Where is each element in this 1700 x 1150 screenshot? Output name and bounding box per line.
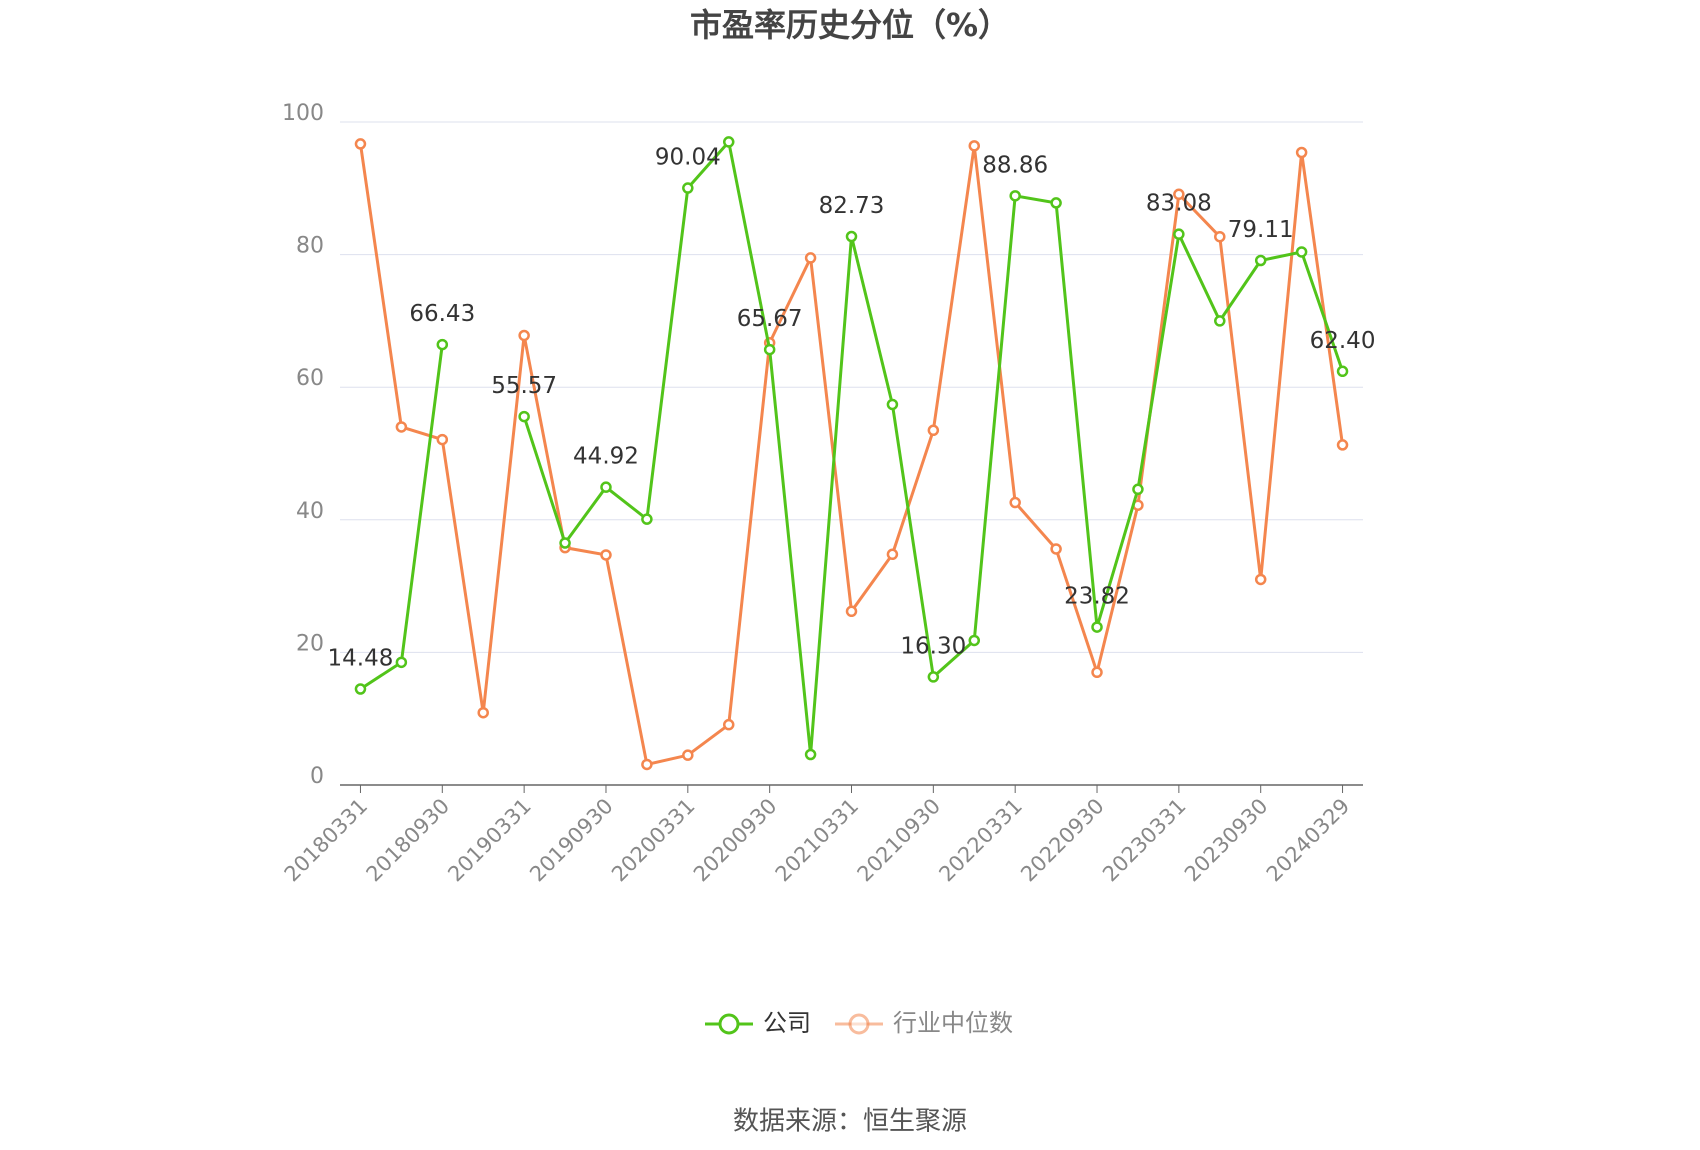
x-tick-label: 20180930 [362, 794, 455, 887]
data-label: 90.04 [655, 145, 721, 171]
y-tick-label: 80 [296, 234, 324, 259]
x-tick-label: 20220331 [934, 794, 1027, 887]
legend-label: 公司 [763, 1009, 811, 1037]
data-point [968, 140, 981, 152]
data-label: 88.86 [982, 152, 1048, 178]
data-point [1173, 228, 1185, 240]
data-point [1091, 621, 1103, 633]
data-point [1214, 315, 1226, 327]
y-tick-label: 60 [296, 366, 324, 391]
x-tick-label: 20230930 [1180, 794, 1273, 887]
data-point [1295, 246, 1308, 258]
x-tick-label: 20240329 [1262, 794, 1355, 887]
legend-marker [718, 1013, 740, 1035]
data-point [436, 433, 449, 446]
data-label: 79.11 [1228, 217, 1294, 243]
y-tick-label: 100 [282, 101, 324, 126]
data-point [927, 424, 940, 437]
data-point [1009, 190, 1021, 202]
data-label: 55.57 [491, 373, 557, 399]
data-label: 16.30 [900, 633, 966, 659]
data-point [927, 671, 940, 683]
x-tick-label: 20220930 [1016, 794, 1109, 887]
data-point [1091, 666, 1103, 679]
data-point [886, 548, 899, 561]
data-point [722, 718, 735, 731]
data-point [1132, 483, 1144, 496]
data-label: 83.08 [1146, 191, 1212, 217]
data-point [395, 656, 408, 669]
data-point [1173, 188, 1185, 201]
data-point [804, 252, 817, 264]
data-point [1336, 439, 1349, 451]
data-label: 14.48 [328, 645, 394, 671]
data-point [395, 421, 408, 433]
y-tick-label: 0 [310, 764, 324, 789]
data-point [354, 683, 367, 695]
data-point [641, 513, 653, 525]
data-point [1254, 573, 1267, 586]
data-point [559, 537, 571, 549]
data-point [804, 748, 817, 761]
data-point [886, 398, 899, 411]
data-point [1295, 146, 1308, 159]
x-tick-label: 20200930 [689, 794, 782, 887]
data-label: 82.73 [819, 193, 885, 219]
x-tick-label: 20180331 [280, 794, 373, 887]
x-tick-label: 20190930 [525, 794, 618, 887]
data-point [600, 549, 612, 561]
data-label: 23.82 [1064, 584, 1130, 610]
data-point [968, 634, 981, 647]
data-point [600, 481, 612, 493]
x-tick-label: 20210331 [771, 794, 864, 887]
data-point [1009, 496, 1021, 509]
legend-label: 行业中位数 [893, 1009, 1013, 1037]
data-point [682, 749, 694, 761]
data-point [518, 329, 530, 342]
x-tick-label: 20230331 [1098, 794, 1191, 887]
data-point [682, 182, 694, 194]
data-point [1050, 543, 1062, 555]
data-point [845, 230, 858, 243]
data-label: 44.92 [573, 444, 639, 470]
data-point [641, 758, 653, 771]
data-point [1050, 197, 1062, 209]
data-point [436, 338, 449, 351]
chart-title: 市盈率历史分位（%） [690, 6, 1010, 44]
x-tick-label: 20200331 [607, 794, 700, 887]
x-tick-label: 20190331 [443, 794, 536, 887]
data-label: 66.43 [409, 301, 475, 327]
data-point [763, 343, 776, 356]
source: 数据来源：恒生聚源 [733, 1107, 967, 1137]
data-label: 62.40 [1310, 328, 1376, 354]
data-point [1336, 365, 1349, 378]
y-tick-label: 40 [296, 499, 324, 524]
data-label: 65.67 [737, 306, 803, 332]
legend-marker [848, 1013, 870, 1035]
data-point [354, 138, 367, 150]
data-point [1214, 230, 1226, 243]
data-point [518, 410, 530, 423]
data-point [722, 136, 735, 148]
data-point [845, 605, 858, 618]
data-point [477, 706, 489, 719]
data-point [1254, 254, 1267, 267]
x-tick-label: 20210930 [853, 794, 946, 887]
y-tick-label: 20 [296, 631, 324, 656]
